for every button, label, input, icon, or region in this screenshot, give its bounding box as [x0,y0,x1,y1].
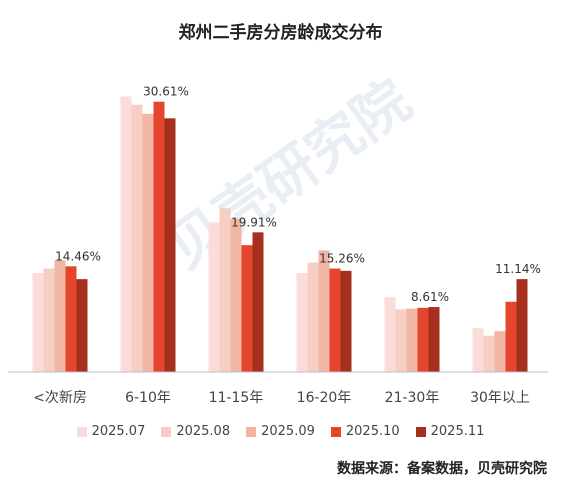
bar-2025.10-2 [241,245,253,372]
legend-swatch [415,426,426,437]
bar-2025.07-5 [472,328,484,372]
bar-2025.11-2 [252,232,264,372]
x-tick-label-3: 16-20年 [297,390,352,406]
source-note: 数据来源：备案数据，贝壳研究院 [337,461,547,477]
legend-label: 2025.07 [91,424,146,439]
data-label-5: 11.14% [495,262,541,276]
bar-2025.07-1 [120,96,132,373]
bar-2025.10-4 [417,307,429,372]
data-label-2: 19.91% [231,215,277,229]
bar-2025.08-4 [395,309,407,372]
x-tick-label-5: 30年以上 [470,390,530,406]
watermark-layer: 贝壳研究院 [156,68,423,282]
x-tick-label-4: 21-30年 [385,390,440,406]
legend-swatch [246,426,257,437]
legend-swatch [76,426,87,437]
legend-item-2025.11: 2025.11 [415,424,485,439]
bar-2025.08-3 [307,262,319,372]
bar-2025.07-0 [32,273,44,372]
bar-2025.10-1 [153,101,165,373]
watermark-text: 贝壳研究院 [156,68,423,282]
legend: 2025.07 2025.08 2025.09 2025.10 2025.11 [0,424,561,439]
x-tick-label-1: 6-10年 [125,390,171,406]
bar-2025.10-3 [329,268,341,372]
bar-2025.09-3 [318,250,330,372]
bar-2025.07-4 [384,297,396,372]
bar-2025.09-5 [494,331,506,372]
legend-item-2025.08: 2025.08 [161,424,230,439]
data-label-3: 15.26% [319,252,365,266]
x-tick-label-0: <次新房 [33,390,87,406]
x-tick-label-2: 11-15年 [209,390,264,406]
legend-item-2025.09: 2025.09 [246,424,315,439]
legend-swatch [161,426,172,437]
bar-2025.10-5 [505,301,517,372]
bar-2025.08-2 [219,208,231,372]
bar-2025.11-4 [428,307,440,372]
bars-layer [32,96,528,373]
bar-2025.09-0 [54,260,66,372]
legend-label: 2025.10 [345,424,400,439]
bar-2025.11-0 [76,279,88,372]
legend-swatch [330,426,341,437]
bar-2025.08-0 [43,268,55,372]
labels-layer: 14.46% 30.61% 19.91% 15.26% 8.61% 11.14% [55,85,541,304]
legend-item-2025.10: 2025.10 [330,424,400,439]
data-label-1: 30.61% [143,85,189,99]
legend-item-2025.07: 2025.07 [76,424,146,439]
data-label-4: 8.61% [411,290,449,304]
bar-2025.11-5 [516,279,528,372]
legend-label: 2025.09 [261,424,315,439]
bar-2025.10-0 [65,266,77,372]
legend-label: 2025.11 [430,424,485,439]
bar-2025.09-4 [406,308,418,372]
bar-2025.07-3 [296,273,308,372]
bar-2025.11-3 [340,270,352,372]
legend-label: 2025.08 [176,424,231,439]
bar-2025.09-1 [142,113,154,372]
data-label-0: 14.46% [55,249,101,263]
bar-2025.08-5 [483,335,495,372]
bar-2025.07-2 [208,222,220,372]
bar-2025.08-1 [131,104,143,372]
bar-2025.09-2 [230,218,242,372]
bar-2025.11-1 [164,118,176,372]
chart-title: 郑州二手房分房龄成交分布 [178,23,383,43]
x-tick-labels: <次新房 6-10年 11-15年 16-20年 21-30年 30年以上 [33,390,530,406]
